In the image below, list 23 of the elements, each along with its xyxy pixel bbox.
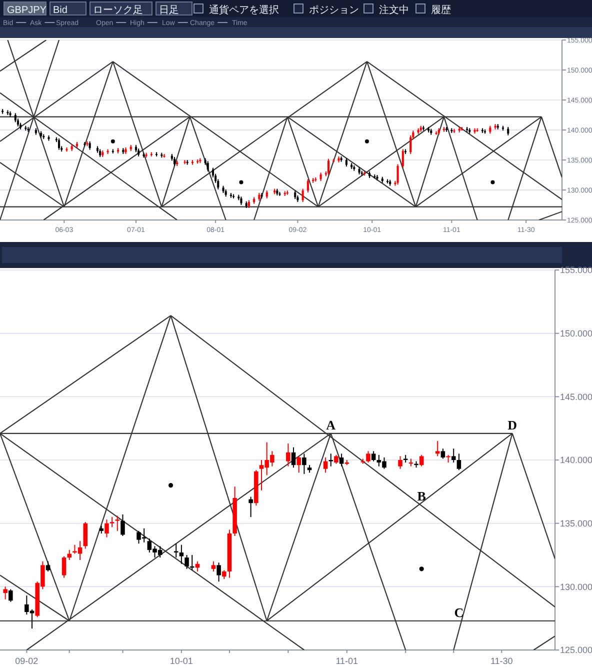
annotation: C	[454, 604, 464, 620]
x-tick-label: 09-02	[15, 656, 38, 666]
y-tick-label: 150.000	[560, 328, 592, 338]
y-tick-label: 155.000	[560, 265, 592, 276]
y-tick-label: 130.000	[560, 582, 592, 592]
text: 通貨ペアを選択	[209, 4, 279, 16]
y-tick-label: 140.000	[560, 455, 592, 466]
x-tick-label: 10-01	[170, 656, 193, 666]
text: 履歴	[431, 5, 451, 16]
annotation: B	[417, 488, 426, 504]
annotation: D	[508, 417, 518, 432]
text: ポジション	[309, 5, 359, 16]
annotation: A	[326, 417, 336, 432]
text: ローソク足	[93, 5, 143, 16]
y-tick-label: 145.000	[560, 392, 592, 402]
y-tick-label: 125.000	[560, 645, 592, 656]
text: 日足	[159, 5, 179, 16]
text: GBPJPY	[7, 5, 47, 16]
x-tick-label: 11-01	[336, 656, 358, 666]
x-tick-label: 11-30	[490, 656, 513, 666]
text: 注文中	[379, 4, 409, 16]
y-tick-label: 135.000	[560, 518, 592, 528]
text: Bid	[53, 5, 68, 16]
